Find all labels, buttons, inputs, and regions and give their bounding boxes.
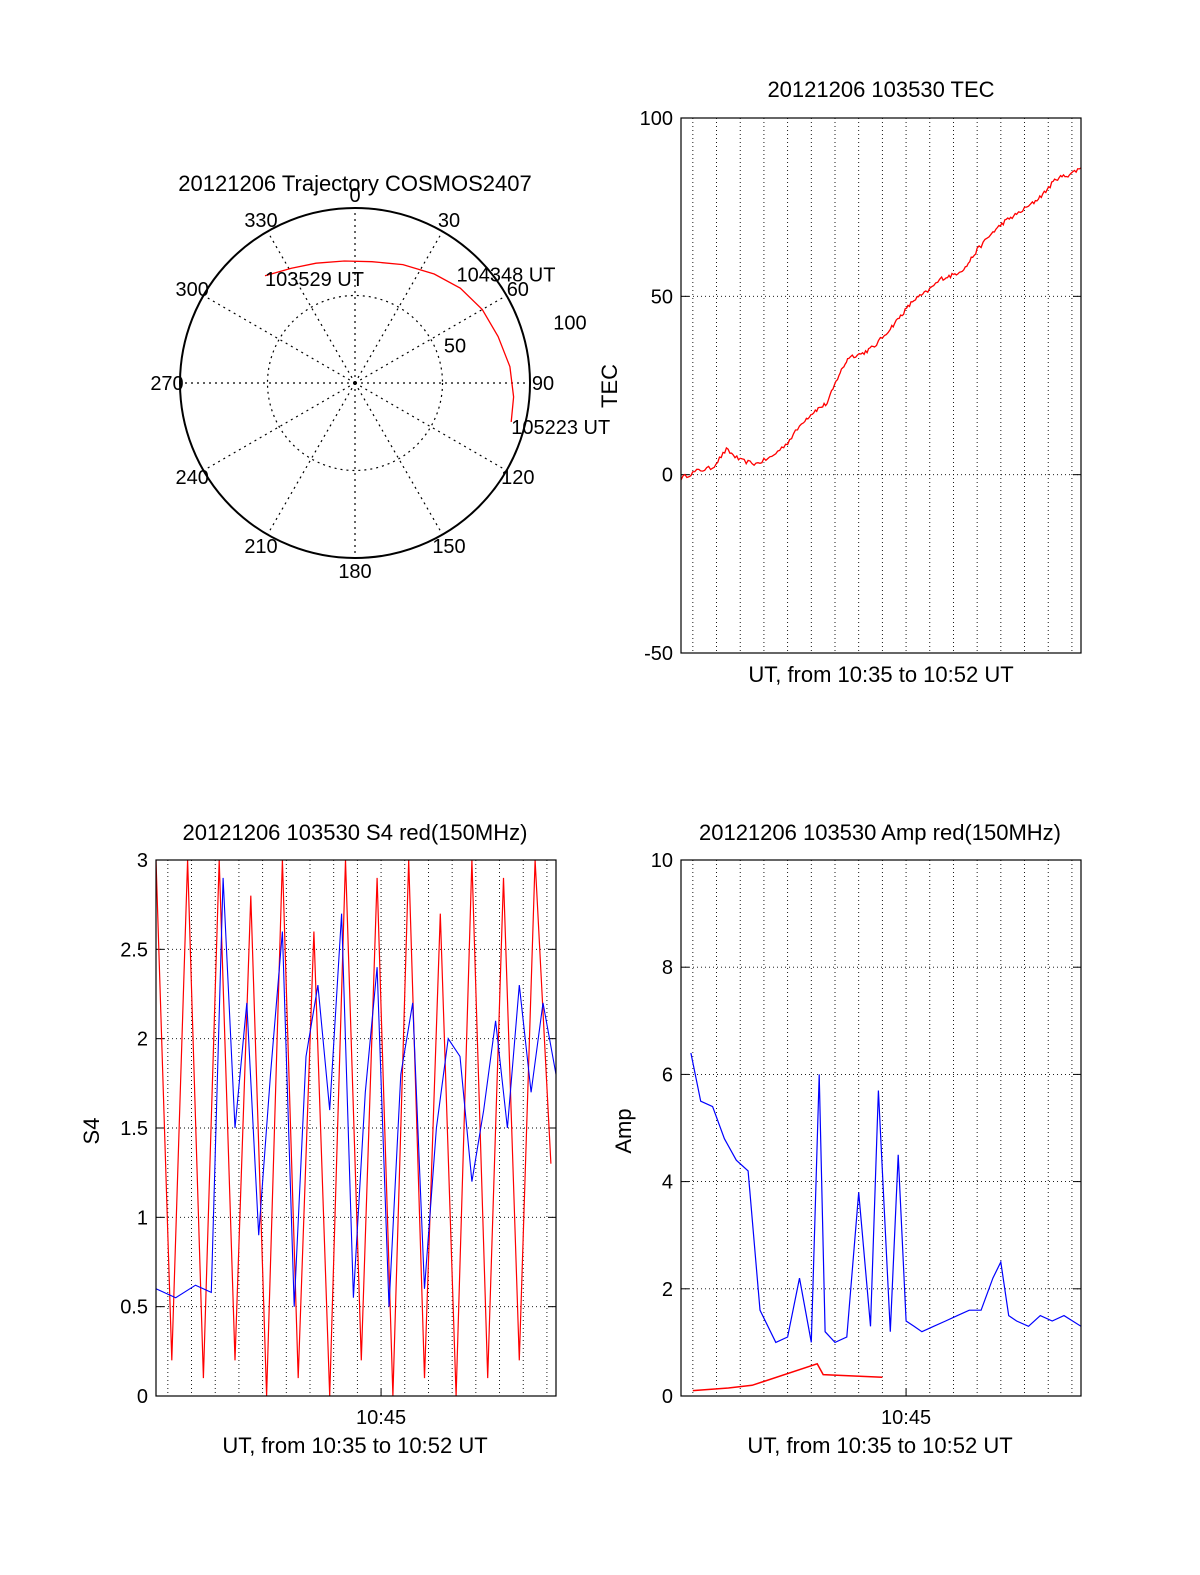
angle-label: 150	[432, 536, 465, 558]
s4-plot: 0 0.5 1 1.5 2 2.5 3 10:45	[120, 850, 557, 1429]
amp-plot: 0 2 4 6 8 10 10:45	[651, 850, 1082, 1429]
y-tick-label: 50	[651, 286, 673, 308]
s4-ylabel: S4	[79, 1118, 104, 1145]
y-tick-label: 2	[137, 1029, 148, 1051]
trajectory-title: 20121206 Trajectory COSMOS2407	[178, 171, 531, 196]
trajectory-line	[264, 260, 515, 422]
y-tick-label: 1	[137, 1207, 148, 1229]
tec-panel: 20121206 103530 TEC -50 0 50 100 UT, from 1…	[597, 77, 1082, 687]
y-tick-label: 10	[651, 850, 673, 872]
s4-panel: 20121206 103530 S4 red(150MHz) 0 0.5 1 1.5 2…	[79, 820, 557, 1458]
y-tick-label: 6	[662, 1064, 673, 1086]
polar-grid	[179, 207, 531, 559]
s4-blue-line	[156, 877, 556, 1307]
angle-label: 90	[532, 373, 554, 395]
angle-label: 0	[349, 185, 360, 207]
radial-tick-label: 50	[444, 335, 466, 357]
y-tick-label: 100	[640, 108, 673, 130]
angle-label: 210	[244, 536, 277, 558]
radial-tick-label: 100	[553, 313, 586, 335]
trajectory-panel: 20121206 Trajectory COSMOS2407 0 30 60 90 12…	[150, 171, 610, 583]
polar-labels: 0 30 60 90 120 150 180 210 240 270 300 330 50 100 1035…	[150, 185, 610, 583]
series-group	[156, 860, 556, 1396]
y-tick-label: 3	[137, 850, 148, 872]
tec-ylabel: TEC	[597, 364, 622, 408]
angle-label: 60	[507, 279, 529, 301]
x-tick-label: 10:45	[881, 1407, 931, 1429]
plot-frame	[680, 117, 1082, 654]
series-group	[690, 1052, 1081, 1392]
spoke-line	[266, 231, 356, 384]
trajectory-series	[264, 260, 515, 422]
y-tick-label: 4	[662, 1172, 673, 1194]
spoke-line	[354, 231, 444, 384]
s4-red-line	[156, 860, 552, 1396]
y-tick-label: 1.5	[120, 1118, 148, 1140]
plot-frame	[680, 859, 1082, 1397]
angle-label: 240	[175, 467, 208, 489]
angle-label: 30	[438, 210, 460, 232]
amp-xlabel: UT, from 10:35 to 10:52 UT	[747, 1433, 1012, 1458]
angle-label: 180	[338, 561, 371, 583]
y-tick-label: 0.5	[120, 1297, 148, 1319]
s4-xlabel: UT, from 10:35 to 10:52 UT	[222, 1433, 487, 1458]
spoke-line	[354, 382, 444, 535]
y-tick-label: 8	[662, 957, 673, 979]
series-group	[681, 167, 1081, 481]
annotation-label: 103529 UT	[265, 269, 364, 291]
y-tick-label: 2.5	[120, 939, 148, 961]
amp-red-line	[692, 1362, 883, 1392]
amp-title: 20121206 103530 Amp red(150MHz)	[699, 820, 1061, 845]
y-tick-label: 2	[662, 1279, 673, 1301]
s4-title: 20121206 103530 S4 red(150MHz)	[183, 820, 528, 845]
spoke-line	[203, 294, 356, 384]
amp-ylabel: Amp	[611, 1108, 636, 1153]
y-tick-label: 0	[662, 1386, 673, 1408]
amp-blue-line	[690, 1052, 1081, 1344]
x-tick-label: 10:45	[356, 1407, 406, 1429]
spoke-line	[354, 294, 507, 384]
angle-label: 330	[244, 210, 277, 232]
polar-outer-ring	[179, 207, 531, 559]
tec-xlabel: UT, from 10:35 to 10:52 UT	[748, 662, 1013, 687]
amp-panel: 20121206 103530 Amp red(150MHz) 0 2 4 6 8 10 1…	[611, 820, 1082, 1458]
spoke-line	[266, 382, 356, 535]
spoke-line	[203, 382, 356, 472]
plot-frame	[155, 859, 557, 1397]
tec-series-line	[681, 167, 1081, 481]
angle-label: 120	[501, 467, 534, 489]
annotation-label: 105223 UT	[511, 417, 610, 439]
annotation-label: 104348 UT	[456, 265, 555, 287]
y-tick-label: 0	[137, 1386, 148, 1408]
spoke-line	[354, 382, 507, 472]
tec-plot: -50 0 50 100	[640, 108, 1082, 665]
angle-label: 300	[175, 279, 208, 301]
radial-ring	[266, 294, 444, 472]
angle-label: 270	[150, 373, 183, 395]
tec-title: 20121206 103530 TEC	[767, 77, 994, 102]
y-tick-label: 0	[662, 465, 673, 487]
y-tick-label: -50	[644, 643, 673, 665]
